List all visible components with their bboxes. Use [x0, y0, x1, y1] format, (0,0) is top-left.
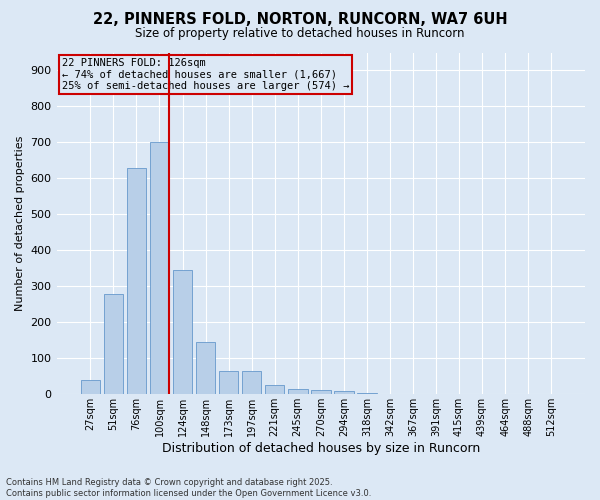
Bar: [265, 384, 284, 394]
Bar: [357, 393, 377, 394]
Text: Size of property relative to detached houses in Runcorn: Size of property relative to detached ho…: [135, 28, 465, 40]
Text: 22, PINNERS FOLD, NORTON, RUNCORN, WA7 6UH: 22, PINNERS FOLD, NORTON, RUNCORN, WA7 6…: [92, 12, 508, 28]
Bar: [104, 294, 123, 394]
Text: 22 PINNERS FOLD: 126sqm
← 74% of detached houses are smaller (1,667)
25% of semi: 22 PINNERS FOLD: 126sqm ← 74% of detache…: [62, 58, 349, 91]
Bar: [219, 371, 238, 394]
Bar: [173, 270, 193, 394]
Bar: [311, 390, 331, 394]
Y-axis label: Number of detached properties: Number of detached properties: [15, 136, 25, 311]
Bar: [288, 389, 308, 394]
X-axis label: Distribution of detached houses by size in Runcorn: Distribution of detached houses by size …: [161, 442, 480, 455]
Text: Contains HM Land Registry data © Crown copyright and database right 2025.
Contai: Contains HM Land Registry data © Crown c…: [6, 478, 371, 498]
Bar: [242, 371, 262, 394]
Bar: [196, 342, 215, 394]
Bar: [149, 142, 169, 394]
Bar: [127, 168, 146, 394]
Bar: [80, 380, 100, 394]
Bar: [334, 392, 353, 394]
